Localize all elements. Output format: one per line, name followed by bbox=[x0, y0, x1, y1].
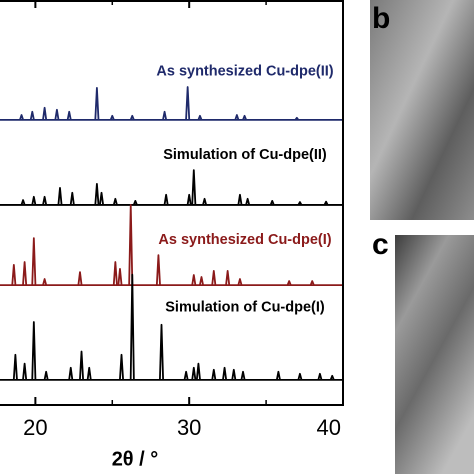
peak bbox=[42, 278, 48, 286]
peak bbox=[79, 350, 85, 380]
peak bbox=[191, 274, 197, 286]
peak bbox=[199, 276, 204, 286]
peak bbox=[186, 193, 192, 206]
peak bbox=[57, 187, 63, 206]
series-label: Simulation of Cu-dpe(I) bbox=[165, 300, 325, 316]
peak bbox=[129, 114, 135, 121]
peak bbox=[191, 366, 197, 381]
peak bbox=[183, 370, 189, 381]
peak bbox=[245, 197, 251, 206]
series-label: As synthesized Cu-dpe(I) bbox=[158, 232, 331, 248]
peak bbox=[69, 191, 75, 206]
peak bbox=[117, 268, 123, 286]
peak bbox=[31, 237, 37, 286]
peak bbox=[286, 280, 292, 286]
peak bbox=[132, 199, 138, 206]
peak bbox=[211, 270, 217, 286]
peak bbox=[86, 366, 92, 381]
peak bbox=[31, 195, 37, 206]
x-axis-label: 2θ / ° bbox=[112, 448, 159, 470]
peak bbox=[99, 191, 105, 206]
peak bbox=[240, 370, 246, 381]
peak bbox=[191, 169, 197, 205]
peak bbox=[19, 114, 24, 121]
peak bbox=[222, 366, 228, 381]
peak bbox=[22, 261, 28, 286]
peak bbox=[237, 278, 243, 286]
panel-label: b bbox=[372, 2, 390, 35]
series-label: Simulation of Cu-dpe(II) bbox=[163, 147, 327, 163]
peak bbox=[237, 193, 243, 206]
peak bbox=[225, 270, 231, 286]
peak bbox=[94, 182, 100, 205]
peak bbox=[297, 201, 303, 206]
peak bbox=[329, 374, 335, 381]
peak bbox=[297, 372, 303, 381]
plot-frame bbox=[0, 0, 344, 406]
peak bbox=[109, 114, 115, 121]
panel-label: c bbox=[372, 228, 389, 261]
peak bbox=[294, 116, 300, 121]
peak bbox=[162, 110, 168, 121]
peak bbox=[119, 353, 125, 380]
x-tick-label: 40 bbox=[317, 415, 341, 440]
peak bbox=[211, 368, 217, 381]
series-label: As synthesized Cu-dpe(II) bbox=[156, 64, 333, 80]
peak bbox=[112, 261, 118, 286]
peak bbox=[323, 200, 329, 206]
sem-image-c bbox=[395, 235, 474, 474]
peak bbox=[43, 370, 49, 381]
peak bbox=[68, 366, 74, 381]
peak bbox=[42, 106, 48, 120]
peak bbox=[128, 204, 134, 286]
peak bbox=[269, 199, 275, 206]
peak bbox=[31, 321, 37, 380]
peak bbox=[11, 263, 17, 286]
peak bbox=[202, 197, 208, 206]
peak bbox=[129, 273, 135, 380]
peak bbox=[94, 86, 100, 120]
peak bbox=[234, 114, 240, 121]
peak bbox=[54, 108, 60, 121]
peak bbox=[231, 368, 237, 381]
x-tick-label: 30 bbox=[177, 415, 201, 440]
peak bbox=[317, 372, 323, 381]
x-tick-label: 20 bbox=[23, 415, 47, 440]
peak bbox=[242, 114, 247, 121]
peak bbox=[197, 114, 203, 121]
peak bbox=[22, 362, 28, 380]
peak bbox=[163, 193, 169, 206]
peak bbox=[275, 370, 281, 381]
peak bbox=[20, 199, 26, 206]
peak bbox=[185, 86, 191, 120]
peak bbox=[155, 254, 161, 286]
peak bbox=[77, 271, 83, 286]
plot-area bbox=[0, 86, 343, 381]
sem-image-b bbox=[370, 0, 474, 220]
peak bbox=[42, 195, 48, 206]
peak bbox=[159, 323, 165, 380]
peak bbox=[12, 353, 18, 380]
peak bbox=[66, 110, 72, 121]
peak bbox=[112, 197, 118, 206]
peak bbox=[195, 362, 201, 380]
peak bbox=[29, 110, 35, 121]
peak bbox=[309, 280, 315, 286]
